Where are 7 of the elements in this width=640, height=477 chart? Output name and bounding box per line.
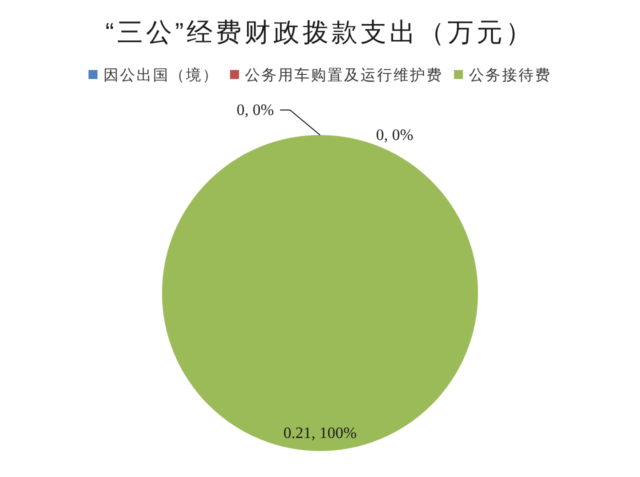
legend-label: 因公出国（境） [104,67,219,84]
title: “三公”经费财政拨款支出（万元） [105,17,535,47]
legend-label: 公务接待费 [469,67,552,84]
data-label: 0, 0% [376,127,414,144]
data-label: 0.21, 100% [283,425,357,442]
legend-label: 公务用车购置及运行维护费 [245,67,443,84]
data-label: 0, 0% [236,102,274,119]
